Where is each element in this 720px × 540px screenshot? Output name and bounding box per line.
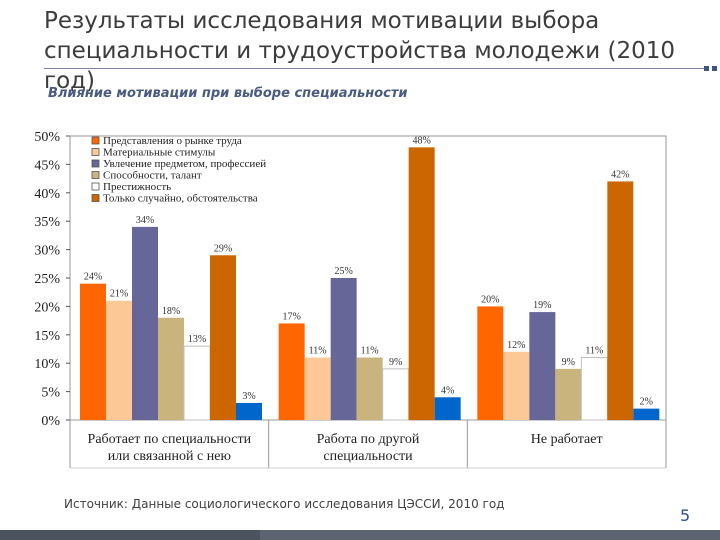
y-tick-label: 15%: [34, 329, 60, 344]
data-label: 18%: [162, 306, 180, 317]
title-rule: [0, 66, 720, 71]
data-label: 48%: [412, 135, 430, 146]
y-tick-label: 45%: [34, 158, 60, 173]
bar: [382, 368, 410, 421]
y-tick-label: 10%: [34, 357, 60, 372]
legend-label: Способности, талант: [103, 170, 202, 182]
bar-chart: 0% 5% 10% 15% 20% 25% 30% 35% 40% 45% 50% Работает …: [34, 130, 667, 469]
category-label: Работа по другой: [317, 432, 420, 447]
title-rule-square: [712, 66, 717, 71]
bar: [304, 357, 331, 420]
data-label: 11%: [585, 346, 603, 357]
data-label: 42%: [611, 169, 629, 180]
bar: [555, 368, 582, 420]
legend-label: Материальные стимулы: [103, 147, 216, 159]
bar: [580, 357, 608, 421]
legend-label: Престижность: [103, 181, 171, 193]
y-tick-label: 35%: [34, 215, 60, 230]
data-label: 3%: [242, 391, 255, 402]
data-label: 19%: [533, 300, 551, 311]
category-label: Не работает: [531, 432, 603, 447]
bar: [236, 402, 262, 420]
data-label: 25%: [334, 266, 352, 277]
footer-bar: [0, 530, 720, 540]
data-label: 17%: [282, 311, 300, 322]
legend-label: Увлечение предметом, профессией: [103, 158, 266, 170]
bar: [529, 312, 556, 420]
bar: [278, 323, 305, 420]
data-label: 29%: [214, 243, 232, 254]
bar: [477, 306, 504, 420]
data-label: 4%: [441, 385, 454, 396]
bar: [633, 408, 660, 420]
data-label: 20%: [481, 294, 499, 305]
data-label: 11%: [361, 346, 379, 357]
slide-title: Результаты исследования мотивации выбора…: [44, 8, 676, 94]
legend-label: Только случайно, обстоятельства: [103, 193, 258, 205]
legend-swatch: [91, 159, 100, 168]
y-tick-label: 25%: [34, 272, 60, 287]
title-rule-line: [44, 68, 704, 69]
y-tick-label: 20%: [34, 300, 60, 315]
data-label: 2%: [640, 397, 653, 408]
data-label: 11%: [309, 346, 327, 357]
bar: [183, 345, 211, 421]
footer-bar-tab: [0, 530, 260, 540]
bar: [132, 226, 158, 420]
legend-swatch: [91, 136, 100, 145]
legend-swatch: [91, 171, 100, 179]
page-number: 5: [680, 506, 691, 525]
legend-swatch: [91, 194, 100, 202]
y-tick-label: 0%: [41, 414, 60, 429]
bar: [434, 397, 461, 420]
y-tick-label: 40%: [34, 187, 60, 202]
bar: [607, 181, 634, 420]
data-label: 21%: [110, 289, 128, 300]
bar: [158, 317, 184, 420]
category-label: специальности: [323, 449, 413, 464]
y-tick-label: 30%: [34, 244, 60, 259]
bar: [330, 278, 357, 420]
legend-swatch: [91, 148, 100, 156]
data-label: 34%: [136, 215, 154, 226]
bar: [106, 300, 132, 420]
y-tick-label: 5%: [41, 386, 60, 401]
source-note: Источник: Данные социологического исслед…: [64, 497, 505, 511]
bar: [408, 147, 435, 421]
category-label: Работает по специальности: [88, 432, 252, 447]
legend-swatch: [91, 182, 100, 191]
bar: [210, 255, 236, 420]
chart-subtitle: Влияние мотивации при выборе специальнос…: [48, 86, 408, 101]
data-label: 9%: [389, 357, 402, 368]
legend-label: Представления о рынке труда: [103, 135, 242, 147]
bar: [80, 283, 106, 420]
data-label: 24%: [84, 272, 102, 283]
data-label: 12%: [507, 340, 525, 351]
bar: [356, 357, 383, 420]
data-label: 13%: [188, 334, 206, 345]
title-rule-square: [704, 66, 709, 71]
category-label: или связанной с нею: [108, 449, 231, 464]
bar: [503, 351, 530, 420]
data-label: 9%: [562, 357, 575, 368]
y-tick-label: 50%: [34, 130, 60, 145]
